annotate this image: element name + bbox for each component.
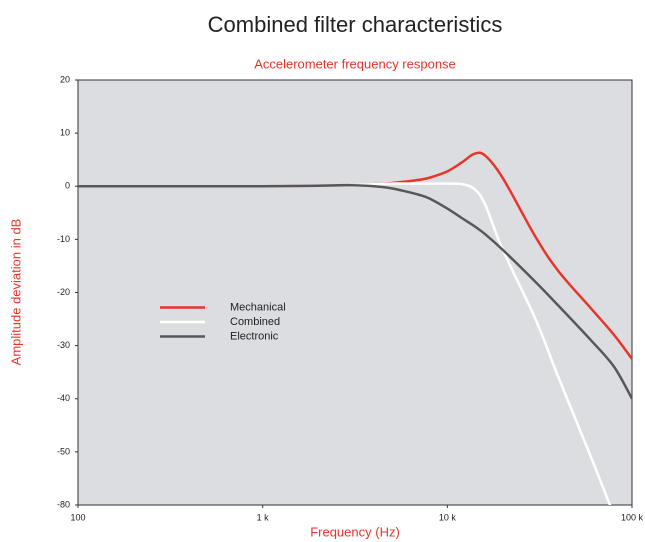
y-axis-label: Amplitude deviation in dB [8,219,23,366]
plot-area [77,79,633,506]
y-tick-label: -40 [57,393,70,403]
y-tick-label: -20 [57,287,70,297]
legend-label: Electronic [230,330,279,342]
y-tick-label: -50 [57,446,70,456]
y-tick-label: 10 [60,128,70,138]
y-tick-label: -30 [57,340,70,350]
plot-lines [78,151,632,505]
x-tick-label: 100 [70,512,85,522]
x-tick-label: 100 k [621,512,644,522]
series-line [78,183,632,400]
y-tick-label: 0 [65,181,70,191]
y-tick-label: -80 [57,499,70,509]
y-tick-label: 20 [60,74,70,84]
x-tick-label: 10 k [439,512,457,522]
legend-label: Combined [230,316,280,328]
x-tick-label: 1 k [257,512,270,522]
y-tick-label: -10 [57,234,70,244]
chart-subtitle: Accelerometer frequency response [254,56,456,71]
chart-title: Combined filter characteristics [208,12,503,37]
x-axis-label: Frequency (Hz) [310,524,400,539]
legend-label: Mechanical [230,301,286,313]
